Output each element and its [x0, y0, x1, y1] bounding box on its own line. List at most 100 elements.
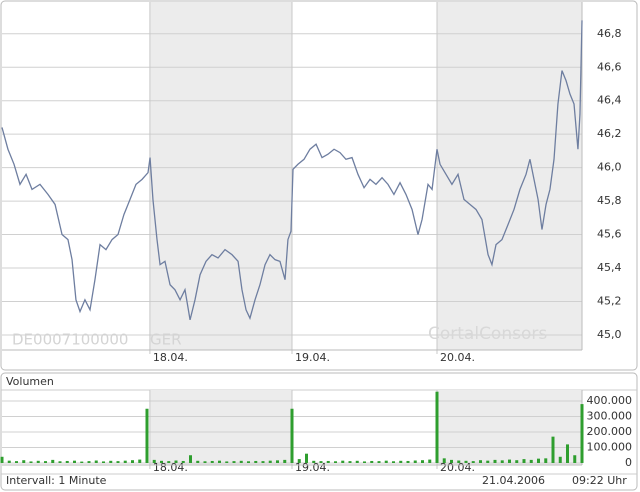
- volume-bar: [471, 461, 475, 463]
- isin-watermark: DE0007100000: [12, 331, 128, 349]
- volume-bar: [123, 460, 127, 463]
- y-tick-label: 45,6: [597, 228, 622, 241]
- volume-bar: [486, 460, 490, 463]
- plot-layer: 45,0 45,2 45,4 45,6 45,8 46,0 46,2 46,4 46,6 46,8…: [0, 2, 633, 474]
- volume-bar: [312, 460, 316, 463]
- volume-bar: [36, 460, 40, 463]
- volume-bar: [283, 459, 287, 463]
- volume-bar: [508, 459, 511, 463]
- volume-bar: [58, 461, 62, 463]
- volume-bar: [435, 391, 439, 463]
- y-tick-label: 46,4: [597, 94, 622, 107]
- volume-bar: [421, 460, 424, 463]
- volume-bar: [247, 461, 250, 463]
- y-tick-label: 46,8: [597, 27, 622, 40]
- y-tick-label: 45,8: [597, 194, 622, 207]
- exchange-watermark: GER: [150, 331, 182, 349]
- volume-bar: [210, 460, 214, 463]
- volume-bar: [493, 459, 497, 463]
- x-tick-label: 18.04.: [153, 461, 188, 474]
- volume-bar: [131, 460, 134, 463]
- volume-bar: [406, 460, 410, 463]
- volume-bar: [167, 461, 171, 463]
- volume-bar: [225, 461, 229, 463]
- volume-bar: [334, 461, 337, 463]
- volume-bar: [363, 461, 366, 463]
- volume-bar: [276, 460, 279, 463]
- volume-bar: [428, 459, 432, 463]
- volume-bar: [297, 459, 301, 463]
- volume-bar: [515, 460, 519, 463]
- volume-bar: [174, 460, 178, 463]
- volume-bar: [537, 458, 540, 463]
- volume-bar: [566, 444, 569, 463]
- x-tick-label: 18.04.: [153, 351, 188, 364]
- volume-bar: [0, 456, 4, 463]
- volume-bar: [457, 460, 461, 463]
- volume-bar: [305, 453, 308, 463]
- volume-bar: [203, 461, 207, 463]
- day-shade: [437, 390, 582, 465]
- volume-bar: [261, 461, 265, 463]
- volume-bar: [44, 461, 47, 463]
- volume-bar: [116, 461, 120, 463]
- volume-bar: [479, 460, 482, 463]
- y-tick-label: 0: [625, 456, 632, 469]
- volume-bar: [450, 459, 453, 463]
- volume-bar: [15, 461, 18, 463]
- time-label: 09:22 Uhr: [572, 474, 627, 487]
- x-tick-label: 19.04.: [295, 461, 330, 474]
- brand-watermark: CortalConsors: [428, 324, 547, 344]
- y-tick-label: 45,4: [597, 261, 622, 274]
- y-tick-label: 46,6: [597, 60, 622, 73]
- y-tick-label: 46,0: [597, 161, 622, 174]
- price-line: [1, 20, 583, 321]
- volume-bar: [544, 458, 548, 463]
- volume-bar: [558, 456, 562, 463]
- day-shade: [149, 2, 292, 350]
- y-tick-label: 46,2: [597, 127, 622, 140]
- volume-title: Volumen: [6, 375, 54, 388]
- volume-bar: [152, 459, 156, 463]
- volume-bar: [268, 460, 272, 463]
- volume-bar: [392, 461, 395, 463]
- volume-bar: [160, 460, 163, 463]
- volume-bar: [290, 408, 294, 463]
- y-tick-label: 300.000: [587, 409, 633, 422]
- volume-bar: [464, 460, 468, 463]
- y-tick-label: 400.000: [587, 394, 633, 407]
- volume-bar: [442, 458, 446, 463]
- date-label: 21.04.2006: [482, 474, 545, 487]
- x-tick-label: 20.04.: [440, 351, 475, 364]
- volume-bar: [51, 459, 55, 463]
- day-shade: [437, 2, 582, 350]
- volume-bar: [145, 408, 149, 463]
- x-tick-label: 20.04.: [440, 461, 475, 474]
- volume-bar: [370, 460, 374, 463]
- volume-bar: [109, 460, 113, 463]
- volume-bar: [7, 460, 11, 463]
- x-tick-label: 19.04.: [295, 351, 330, 364]
- volume-bar: [181, 460, 185, 463]
- volume-bar: [239, 460, 243, 463]
- volume-bar: [73, 460, 76, 463]
- y-tick-label: 100.000: [587, 440, 633, 453]
- volume-bar: [94, 460, 98, 463]
- y-tick-label: 45,2: [597, 294, 622, 307]
- volume-bar: [138, 459, 142, 463]
- volume-bar: [348, 461, 352, 463]
- y-tick-label: 200.000: [587, 425, 633, 438]
- volume-bar: [254, 460, 258, 463]
- volume-bar: [500, 460, 504, 463]
- volume-bar: [22, 460, 26, 463]
- volume-bar: [413, 460, 417, 463]
- interval-label: Intervall: 1 Minute: [6, 474, 107, 487]
- volume-bar: [580, 404, 584, 463]
- volume-bar: [189, 455, 192, 463]
- volume-bar: [522, 459, 526, 463]
- volume-bar: [529, 459, 533, 463]
- volume-bar: [355, 460, 359, 463]
- volume-bar: [196, 460, 200, 463]
- volume-bar: [232, 461, 236, 463]
